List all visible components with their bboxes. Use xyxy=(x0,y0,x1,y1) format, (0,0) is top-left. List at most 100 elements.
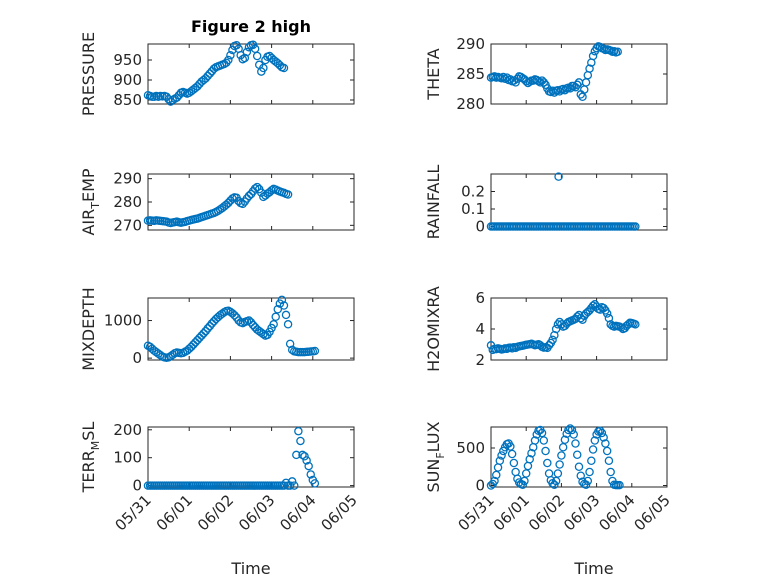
data-point xyxy=(536,78,545,87)
data-point xyxy=(172,93,182,102)
data-point xyxy=(302,456,311,465)
data-point xyxy=(521,469,531,478)
data-point xyxy=(507,449,517,459)
y-tick-label: 950 xyxy=(113,51,142,69)
data-point xyxy=(193,82,202,91)
x-tick-label: 06/03 xyxy=(560,491,603,534)
data-point xyxy=(205,69,215,78)
y-tick-label: 0.1 xyxy=(461,200,485,218)
y-tick-label: 0 xyxy=(475,218,485,236)
y-tick-label: 290 xyxy=(456,35,485,53)
data-point xyxy=(553,469,563,478)
y-tick-label: 280 xyxy=(456,95,485,113)
y-tick-label: 270 xyxy=(113,216,142,234)
data-point xyxy=(492,470,501,480)
data-point xyxy=(541,446,550,456)
data-point xyxy=(310,346,320,356)
data-point xyxy=(525,454,534,464)
data-point xyxy=(164,94,173,104)
data-point xyxy=(273,305,283,314)
axes-box xyxy=(147,426,355,488)
data-point xyxy=(565,424,575,433)
data-point xyxy=(244,191,254,201)
data-point xyxy=(244,42,254,52)
data-point xyxy=(277,295,287,305)
data-point xyxy=(567,425,577,435)
data-point xyxy=(267,186,276,195)
data-point xyxy=(543,458,552,468)
x-tick-label: 06/01 xyxy=(490,491,533,534)
y-tick-label: 0 xyxy=(475,477,485,495)
y-axis-label: RAINFALL xyxy=(424,165,443,240)
data-point xyxy=(560,435,570,444)
x-tick-label: 06/01 xyxy=(153,491,196,534)
data-point xyxy=(590,436,600,445)
data-point xyxy=(248,40,258,50)
series-markers xyxy=(143,426,320,490)
x-tick-label: 05/31 xyxy=(112,491,155,534)
series-markers xyxy=(486,172,640,231)
data-point xyxy=(252,182,262,192)
data-point xyxy=(534,76,543,86)
data-point xyxy=(300,452,309,461)
y-axis-label: H2OMIXRA xyxy=(424,286,443,372)
data-point xyxy=(631,222,640,231)
data-point xyxy=(548,335,557,345)
subplot-6: 2 4 6 H2OMIXRA xyxy=(424,286,668,372)
data-point xyxy=(583,476,593,486)
x-axis-label-left: Time xyxy=(230,559,270,578)
x-tick-label: 06/05 xyxy=(631,491,674,534)
data-point xyxy=(287,477,297,486)
y-axis-label: THETA xyxy=(424,48,443,100)
series-markers xyxy=(143,182,293,228)
x-tick-label: 06/02 xyxy=(194,491,237,534)
data-point xyxy=(571,439,580,448)
data-point xyxy=(631,320,640,329)
y-tick-label: 285 xyxy=(456,65,485,83)
data-point xyxy=(588,51,598,61)
subplot-1: 850 900 950 PRESSURE xyxy=(79,32,355,116)
subplot-2: 280 285 290 THETA xyxy=(424,35,668,113)
data-point xyxy=(271,312,280,322)
data-point xyxy=(520,476,529,486)
data-point xyxy=(230,311,239,320)
data-point xyxy=(564,425,573,435)
y-tick-label: 290 xyxy=(113,170,142,188)
data-point xyxy=(283,320,293,329)
data-point xyxy=(281,310,291,320)
data-point xyxy=(201,74,210,83)
data-point xyxy=(269,320,278,329)
data-point xyxy=(238,199,248,209)
data-point xyxy=(246,318,256,327)
y-tick-label: 200 xyxy=(113,421,142,439)
y-tick-label: 500 xyxy=(456,439,485,457)
data-point xyxy=(283,190,293,199)
x-tick-label: 06/04 xyxy=(276,491,319,534)
y-tick-label: 0.2 xyxy=(461,183,485,201)
data-point xyxy=(205,321,215,331)
data-point xyxy=(490,476,499,486)
data-point xyxy=(304,461,313,471)
x-tick-label: 05/31 xyxy=(455,491,498,534)
data-point xyxy=(558,442,568,452)
y-axis-label: SUNFLUX xyxy=(424,421,447,492)
axes-box xyxy=(490,173,668,231)
data-point xyxy=(569,430,578,439)
y-tick-label: 6 xyxy=(475,289,485,307)
data-point xyxy=(604,456,614,465)
data-point xyxy=(557,451,566,460)
series-markers xyxy=(486,42,622,102)
y-tick-label: 4 xyxy=(475,320,485,338)
data-point xyxy=(497,451,506,460)
data-point xyxy=(296,436,305,446)
y-tick-label: 1000 xyxy=(104,312,142,330)
x-tick-label: 06/02 xyxy=(525,491,568,534)
y-axis-label: AIRTEMP xyxy=(79,168,102,235)
data-point xyxy=(259,63,268,73)
subplot-grid: 850 900 950 PRESSURE 280 285 290 THETA 270 280 290… xyxy=(79,32,674,534)
data-point xyxy=(599,433,608,442)
data-point xyxy=(574,462,584,471)
y-axis-label: MIXDEPTH xyxy=(79,287,98,370)
